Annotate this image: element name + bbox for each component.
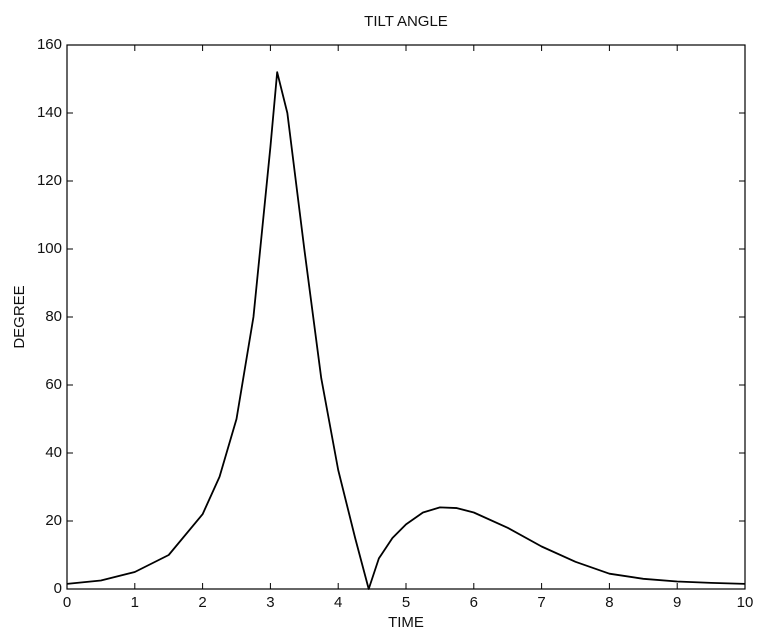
y-tick-label: 80 <box>45 308 62 325</box>
x-tick-label: 8 <box>605 594 613 611</box>
plot-frame <box>66 44 746 590</box>
x-tick-label: 0 <box>63 594 71 611</box>
x-tick-label: 9 <box>673 594 681 611</box>
x-tick-label: 4 <box>334 594 342 611</box>
y-axis-label: DEGREE <box>11 285 28 348</box>
x-tick-label: 6 <box>470 594 478 611</box>
y-tick-label: 100 <box>37 240 62 257</box>
y-tick-label: 60 <box>45 376 62 393</box>
y-tick-label: 160 <box>37 36 62 53</box>
x-tick-label: 10 <box>737 594 754 611</box>
y-tick-label: 140 <box>37 104 62 121</box>
x-tick-label: 2 <box>198 594 206 611</box>
line-series <box>66 71 746 590</box>
x-tick-label: 7 <box>537 594 545 611</box>
x-tick-label: 3 <box>266 594 274 611</box>
x-tick-label: 1 <box>131 594 139 611</box>
y-tick-label: 0 <box>54 580 62 597</box>
chart-title: TILT ANGLE <box>364 13 448 30</box>
y-tick-label: 20 <box>45 512 62 529</box>
x-tick-label: 5 <box>402 594 410 611</box>
y-tick-label: 40 <box>45 444 62 461</box>
y-tick-label: 120 <box>37 172 62 189</box>
x-axis-label: TIME <box>388 614 424 631</box>
